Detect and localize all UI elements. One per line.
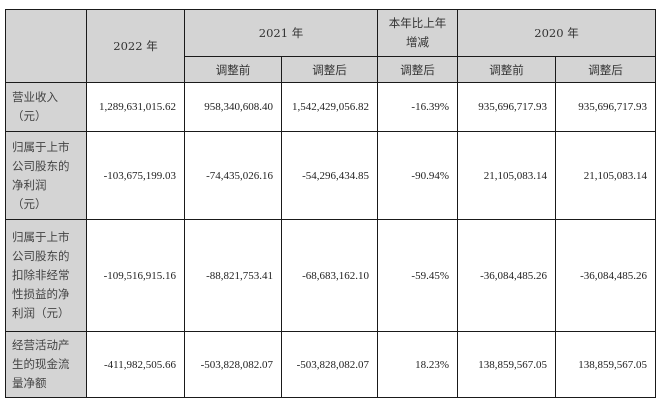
cell-2020-after: 935,696,717.93 <box>555 82 656 132</box>
cell-change: -90.94% <box>377 131 458 220</box>
row-label-line: 生的现金流 <box>12 357 70 371</box>
row-label-line: 利润（元） <box>12 306 70 320</box>
header-2020: 2020 年 <box>457 9 656 57</box>
cell-2022: -109,516,915.16 <box>86 219 185 332</box>
cell-2022: 1,289,631,015.62 <box>86 82 185 132</box>
row-label: 归属于上市 公司股东的 扣除非经常 性损益的净 利润（元） <box>5 219 87 332</box>
header-change: 本年比上年 增减 <box>377 9 458 57</box>
cell-2022: -411,982,505.66 <box>86 331 185 398</box>
table-row-revenue: 营业收入 （元） 1,289,631,015.62 958,340,608.40… <box>5 82 656 132</box>
header-row-2: 调整前 调整后 调整后 调整前 调整后 <box>6 56 656 83</box>
cell-2020-before: 935,696,717.93 <box>457 82 556 132</box>
cell-2021-before: -74,435,026.16 <box>184 131 282 220</box>
row-label-line: 性损益的净 <box>12 287 70 301</box>
header-2022: 2022 年 <box>86 9 185 83</box>
row-label-line: （元） <box>12 196 47 211</box>
row-label-line: 归属于上市 <box>12 230 70 244</box>
row-label-line: 归属于上市 <box>12 139 70 154</box>
table-row-operating-cash-flow: 经营活动产 生的现金流 量净额 -411,982,505.66 -503,828… <box>5 331 656 398</box>
subheader-change-after: 调整后 <box>377 56 458 83</box>
row-label: 归属于上市 公司股东的 净利润 （元） <box>5 131 87 220</box>
cell-2021-after: -54,296,434.85 <box>281 131 378 220</box>
cell-2020-after: -36,084,485.26 <box>555 219 656 332</box>
subheader-2020-after: 调整后 <box>555 56 656 83</box>
cell-2021-before: 958,340,608.40 <box>184 82 282 132</box>
cell-2020-before: 21,105,083.14 <box>457 131 556 220</box>
table-row-net-profit: 归属于上市 公司股东的 净利润 （元） -103,675,199.03 -74,… <box>5 131 656 220</box>
row-label-line: 营业收入 <box>12 90 58 104</box>
cell-2020-after: 138,859,567.05 <box>555 331 656 398</box>
cell-change: 18.23% <box>377 331 458 398</box>
subheader-2020-before: 调整前 <box>457 56 556 83</box>
cell-2020-before: 138,859,567.05 <box>457 331 556 398</box>
row-label-line: 扣除非经常 <box>12 268 70 282</box>
cell-2021-before: -88,821,753.41 <box>184 219 282 332</box>
row-label-line: 经营活动产 <box>12 338 70 352</box>
header-change-line1: 本年比上年 <box>388 16 447 30</box>
cell-2022: -103,675,199.03 <box>86 131 185 220</box>
cell-change: -59.45% <box>377 219 458 332</box>
row-label-line: （元） <box>12 109 47 123</box>
header-row-1: 2022 年 2021 年 本年比上年 增减 2020 年 <box>5 9 656 83</box>
cell-2021-after: 1,542,429,056.82 <box>281 82 378 132</box>
subheader-2021-before: 调整前 <box>184 56 282 83</box>
row-label: 营业收入 （元） <box>5 82 87 132</box>
financial-summary-table: 2022 年 2021 年 本年比上年 增减 2020 年 调整前 调整后 调整… <box>5 9 656 398</box>
cell-2021-after: -503,828,082.07 <box>281 331 378 398</box>
cell-2021-after: -68,683,162.10 <box>281 219 378 332</box>
row-label-line: 净利润 <box>12 177 47 192</box>
table-row-adjusted-net-profit: 归属于上市 公司股东的 扣除非经常 性损益的净 利润（元） -109,516,9… <box>5 219 656 332</box>
header-corner-cell <box>5 9 87 83</box>
cell-2020-before: -36,084,485.26 <box>457 219 556 332</box>
subheader-2021-after: 调整后 <box>281 56 378 83</box>
cell-2020-after: 21,105,083.14 <box>555 131 656 220</box>
cell-2021-before: -503,828,082.07 <box>184 331 282 398</box>
header-change-line2: 增减 <box>406 35 429 49</box>
cell-change: -16.39% <box>377 82 458 132</box>
row-label-line: 公司股东的 <box>12 249 70 263</box>
row-label: 经营活动产 生的现金流 量净额 <box>5 331 87 398</box>
header-2021: 2021 年 <box>184 9 378 57</box>
row-label-line: 量净额 <box>12 376 47 390</box>
row-label-line: 公司股东的 <box>12 158 70 173</box>
